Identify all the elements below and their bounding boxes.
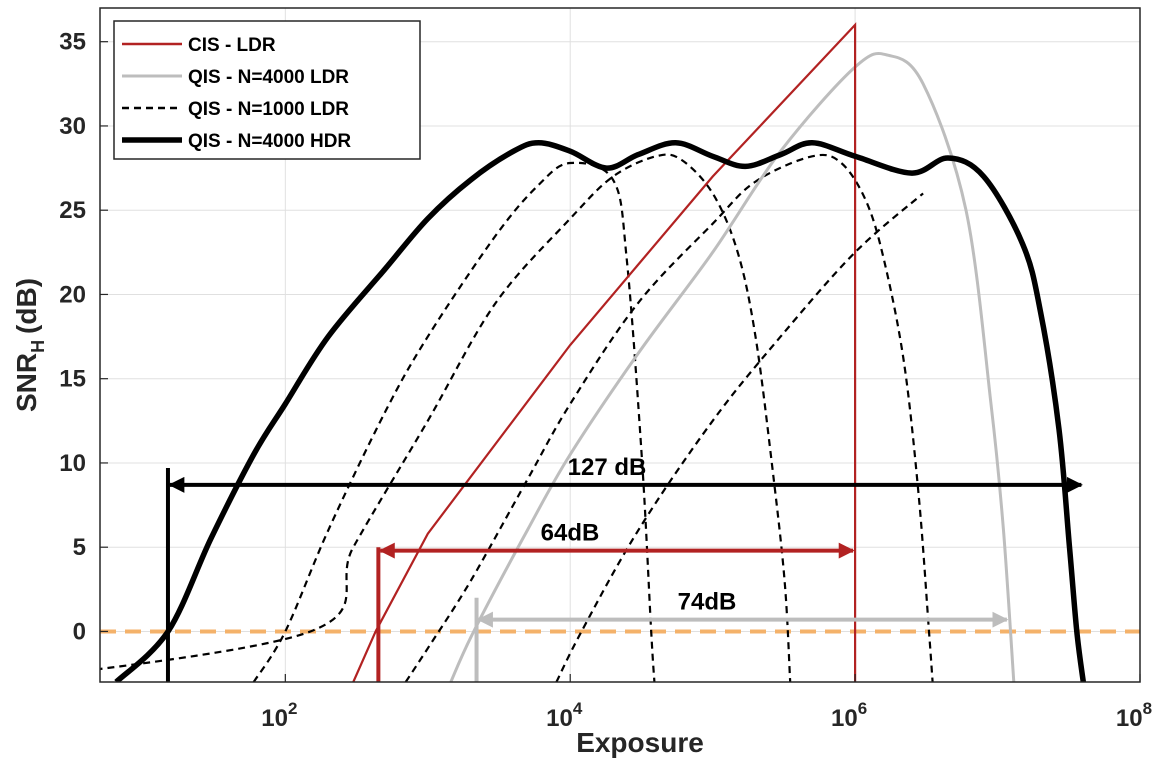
- qis-n1000-ldr-curve: [100, 153, 792, 682]
- data-curves: [100, 22, 1087, 682]
- y-tick-label: 30: [59, 113, 86, 140]
- x-tick-exponent: 4: [573, 699, 583, 718]
- range-label: 74dB: [678, 589, 737, 616]
- y-tick-label: 20: [59, 281, 86, 308]
- qis-n1000-ldr-curve: [404, 153, 934, 682]
- x-tick-label: 106: [831, 699, 867, 732]
- qis-n4000-hdr-curve: [114, 140, 1087, 682]
- x-axis-label: Exposure: [576, 727, 704, 758]
- y-tick-label: 10: [59, 450, 86, 477]
- y-tick-label: 25: [59, 197, 86, 224]
- y-tick-label: 5: [73, 534, 86, 561]
- cis-ldr-curve: [352, 22, 857, 682]
- x-tick-labels: 102 104 106 108: [261, 674, 1152, 732]
- x-tick-base: 10: [1116, 705, 1143, 732]
- legend-label: CIS - LDR: [188, 35, 276, 56]
- x-tick-exponent: 8: [1143, 699, 1152, 718]
- legend-label: QIS - N=4000 LDR: [188, 67, 349, 88]
- legend-label: QIS - N=1000 LDR: [188, 99, 349, 120]
- x-tick-base: 10: [546, 705, 573, 732]
- x-tick-label: 108: [1116, 699, 1152, 732]
- range-label: 127 dB: [568, 454, 647, 481]
- x-tick-exponent: 2: [288, 699, 297, 718]
- y-axis-label-main: SNR: [11, 353, 42, 412]
- y-tick-labels: 0 5 10 15 20 25 30 35: [59, 29, 108, 645]
- range-annotations: 127 dB 64dB 74dB: [165, 454, 1083, 682]
- qis-n1000-ldr-curve: [252, 161, 656, 682]
- x-tick-label: 102: [261, 699, 297, 732]
- x-tick-base: 10: [831, 705, 858, 732]
- qis-n4000-ldr-curve: [449, 51, 1016, 682]
- y-tick-label: 35: [59, 29, 86, 56]
- x-tick-base: 10: [261, 705, 288, 732]
- y-tick-label: 15: [59, 366, 86, 393]
- y-tick-label: 0: [73, 618, 86, 645]
- y-axis-label: SNRH (dB): [11, 278, 48, 412]
- y-axis-label-sub: H: [28, 340, 48, 353]
- plot-frame: [99, 7, 1141, 683]
- x-tick-label: 104: [546, 699, 583, 732]
- legend-label: QIS - N=4000 HDR: [188, 131, 351, 152]
- y-axis-label-unit: (dB): [11, 278, 42, 334]
- range-label: 64dB: [541, 520, 600, 547]
- qis-n1000-ldr-curve: [555, 192, 924, 682]
- x-tick-exponent: 6: [858, 699, 867, 718]
- legend: CIS - LDR QIS - N=4000 LDR QIS - N=1000 LD…: [113, 20, 421, 160]
